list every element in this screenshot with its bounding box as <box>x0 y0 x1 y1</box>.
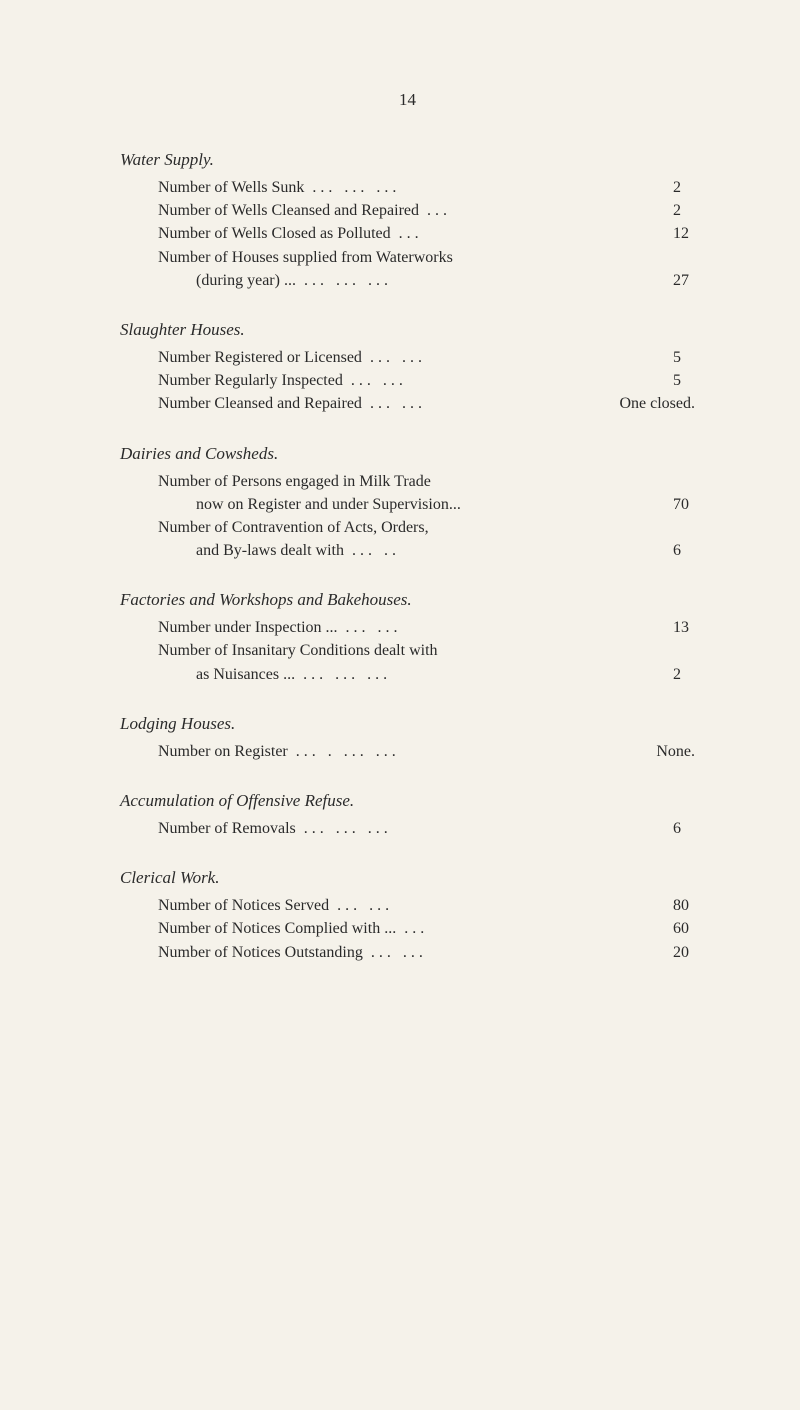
row-label: Number under Inspection ... <box>158 616 338 639</box>
data-row: Number of Notices Served... ...80 <box>120 894 695 917</box>
leader-dots: ... <box>419 199 663 222</box>
leader-dots: ... ... ... <box>304 176 663 199</box>
data-row: Number of Notices Complied with ......60 <box>120 917 695 940</box>
section: Accumulation of Offensive Refuse. Number … <box>120 791 695 840</box>
section-heading: Slaughter Houses. <box>120 320 695 340</box>
leader-dots: ... ... <box>343 369 663 392</box>
section-heading: Water Supply. <box>120 150 695 170</box>
row-label: Number on Register <box>158 740 288 763</box>
data-row: Number of Contravention of Acts, Orders, <box>120 516 695 539</box>
data-row: Number Cleansed and Repaired... ...One c… <box>120 392 695 415</box>
leader-dots: ... . ... ... <box>288 740 647 763</box>
section-heading: Accumulation of Offensive Refuse. <box>120 791 695 811</box>
data-row: Number of Wells Sunk... ... ...2 <box>120 176 695 199</box>
row-label: Number Registered or Licensed <box>158 346 362 369</box>
leader-dots: ... ... <box>329 894 663 917</box>
data-row: Number of Houses supplied from Waterwork… <box>120 246 695 269</box>
row-value: 2 <box>663 176 695 199</box>
data-row: Number Regularly Inspected... ...5 <box>120 369 695 392</box>
row-value: 80 <box>663 894 695 917</box>
row-label: Number of Insanitary Conditions dealt wi… <box>158 639 438 662</box>
row-label: and By-laws dealt with <box>196 539 344 562</box>
row-label: Number of Wells Sunk <box>158 176 304 199</box>
row-value: 5 <box>663 369 695 392</box>
leader-dots: ... <box>391 222 663 245</box>
row-value: 70 <box>663 493 695 516</box>
row-value: 6 <box>663 539 695 562</box>
row-label: Number of Notices Served <box>158 894 329 917</box>
data-row: Number of Removals... ... ...6 <box>120 817 695 840</box>
row-label: Number of Notices Outstanding <box>158 941 363 964</box>
data-row: Number on Register... . ... ...None. <box>120 740 695 763</box>
data-row: Number of Notices Outstanding... ...20 <box>120 941 695 964</box>
row-value: 27 <box>663 269 695 292</box>
section: Slaughter Houses. Number Registered or Li… <box>120 320 695 416</box>
data-row: and By-laws dealt with... ..6 <box>120 539 695 562</box>
row-label: Number of Persons engaged in Milk Trade <box>158 470 431 493</box>
row-label: as Nuisances ... <box>196 663 295 686</box>
row-label: Number of Houses supplied from Waterwork… <box>158 246 453 269</box>
row-value: 13 <box>663 616 695 639</box>
section-heading: Factories and Workshops and Bakehouses. <box>120 590 695 610</box>
section-heading: Lodging Houses. <box>120 714 695 734</box>
row-value: 6 <box>663 817 695 840</box>
row-value: One closed. <box>609 392 695 415</box>
leader-dots: ... ... <box>338 616 663 639</box>
row-label: Number Cleansed and Repaired <box>158 392 362 415</box>
leader-dots: ... ... ... <box>296 817 663 840</box>
data-row: Number Registered or Licensed... ...5 <box>120 346 695 369</box>
section: Dairies and Cowsheds. Number of Persons e… <box>120 444 695 563</box>
leader-dots <box>461 493 663 516</box>
leader-dots: ... ... ... <box>296 269 663 292</box>
row-label: Number of Wells Cleansed and Repaired <box>158 199 419 222</box>
row-value: 2 <box>663 199 695 222</box>
data-row: Number of Wells Closed as Polluted...12 <box>120 222 695 245</box>
row-label: (during year) ... <box>196 269 296 292</box>
leader-dots: ... <box>396 917 663 940</box>
row-value: None. <box>646 740 695 763</box>
data-row: (during year) ...... ... ...27 <box>120 269 695 292</box>
row-label: Number of Notices Complied with ... <box>158 917 396 940</box>
data-row: Number of Wells Cleansed and Repaired...… <box>120 199 695 222</box>
data-row: Number under Inspection ...... ...13 <box>120 616 695 639</box>
row-label: Number Regularly Inspected <box>158 369 343 392</box>
row-label: Number of Removals <box>158 817 296 840</box>
section: Clerical Work. Number of Notices Served..… <box>120 868 695 964</box>
row-value: 5 <box>663 346 695 369</box>
leader-dots: ... ... <box>362 346 663 369</box>
data-row: as Nuisances ...... ... ...2 <box>120 663 695 686</box>
data-row: Number of Persons engaged in Milk Trade <box>120 470 695 493</box>
section: Water Supply.Number of Wells Sunk... ...… <box>120 150 695 292</box>
document-content: Water Supply.Number of Wells Sunk... ...… <box>120 150 695 964</box>
section-heading: Dairies and Cowsheds. <box>120 444 695 464</box>
section: Lodging Houses. Number on Register... . .… <box>120 714 695 763</box>
row-value: 60 <box>663 917 695 940</box>
leader-dots: ... ... <box>362 392 610 415</box>
row-value: 12 <box>663 222 695 245</box>
page-number: 14 <box>120 90 695 110</box>
data-row: now on Register and under Supervision...… <box>120 493 695 516</box>
data-row: Number of Insanitary Conditions dealt wi… <box>120 639 695 662</box>
leader-dots: ... .. <box>344 539 663 562</box>
row-label: Number of Wells Closed as Polluted <box>158 222 391 245</box>
section: Factories and Workshops and Bakehouses. N… <box>120 590 695 686</box>
section-heading: Clerical Work. <box>120 868 695 888</box>
leader-dots: ... ... <box>363 941 663 964</box>
row-value: 2 <box>663 663 695 686</box>
row-label: Number of Contravention of Acts, Orders, <box>158 516 429 539</box>
row-value: 20 <box>663 941 695 964</box>
leader-dots: ... ... ... <box>295 663 663 686</box>
row-label: now on Register and under Supervision... <box>196 493 461 516</box>
